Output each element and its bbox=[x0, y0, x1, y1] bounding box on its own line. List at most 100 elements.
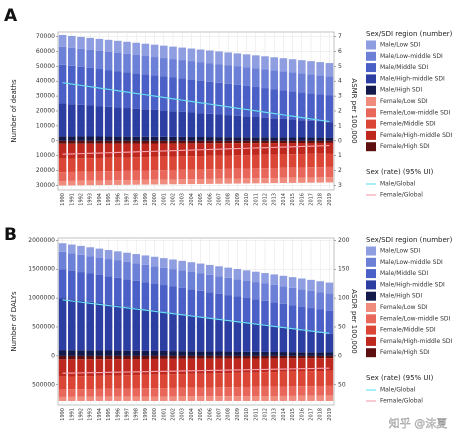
bar-segment bbox=[325, 153, 334, 167]
bar-segment bbox=[160, 374, 168, 389]
legend-swatch bbox=[366, 119, 376, 129]
bar-segment bbox=[58, 243, 67, 252]
bar-segment bbox=[150, 358, 159, 375]
bar-segment bbox=[279, 137, 288, 141]
bar-segment bbox=[270, 167, 278, 178]
bar-segment bbox=[114, 388, 122, 397]
bar-segment bbox=[233, 372, 242, 388]
bar-segment bbox=[261, 372, 269, 387]
bar-segment bbox=[86, 171, 94, 181]
bar-segment bbox=[288, 177, 297, 183]
legend-label: Male/Low-middle SDI bbox=[380, 53, 443, 60]
bar-segment bbox=[169, 179, 177, 185]
bar-segment bbox=[123, 355, 131, 360]
bar-segment bbox=[150, 57, 159, 76]
bar-segment bbox=[206, 81, 214, 114]
bar-segment bbox=[316, 355, 324, 359]
bar-segment bbox=[178, 60, 186, 79]
bar-segment bbox=[104, 304, 113, 351]
bar-segment bbox=[150, 266, 159, 284]
bar-segment bbox=[150, 156, 159, 171]
x-tick-label: 1995 bbox=[106, 408, 112, 421]
bar-segment bbox=[169, 286, 177, 313]
bar-segment bbox=[261, 56, 269, 70]
bar-segment bbox=[298, 177, 306, 183]
bar-segment bbox=[95, 106, 104, 137]
bar-segment bbox=[141, 43, 150, 57]
bar-segment bbox=[279, 167, 288, 178]
y-axis-title: Number of deaths bbox=[10, 79, 18, 143]
legend-swatch bbox=[366, 348, 376, 358]
bar-segment bbox=[123, 41, 131, 55]
bar-segment bbox=[316, 309, 324, 333]
bar-segment bbox=[77, 355, 85, 360]
bar-segment bbox=[68, 65, 76, 105]
bar-segment bbox=[316, 371, 324, 387]
y-tick-label: 70000 bbox=[36, 33, 55, 40]
bar-segment bbox=[77, 48, 85, 67]
bar-segment bbox=[288, 395, 297, 401]
x-tick-label: 2006 bbox=[207, 408, 213, 421]
bar-segment bbox=[95, 359, 104, 376]
bar-segment bbox=[58, 103, 67, 137]
bar-segment bbox=[196, 156, 205, 170]
bar-segment bbox=[215, 387, 223, 397]
bar-segment bbox=[215, 64, 223, 83]
bar-segment bbox=[325, 63, 334, 77]
y-tick-label: 10000 bbox=[36, 152, 55, 159]
bar-segment bbox=[58, 269, 67, 299]
bar-segment bbox=[233, 66, 242, 85]
plot-background bbox=[57, 237, 335, 406]
x-tick-label: 2006 bbox=[207, 193, 213, 206]
bar-segment bbox=[123, 396, 131, 401]
bar-segment bbox=[261, 143, 269, 155]
bar-segment bbox=[298, 289, 306, 307]
bar-segment bbox=[104, 375, 113, 389]
bar-segment bbox=[279, 371, 288, 387]
bar-segment bbox=[233, 355, 242, 359]
y-tick-label: 30000 bbox=[36, 93, 55, 100]
bar-segment bbox=[160, 156, 168, 171]
bar-segment bbox=[196, 355, 205, 359]
bar-segment bbox=[95, 140, 104, 144]
y2-tick-label: 50 bbox=[338, 323, 346, 330]
bar-segment bbox=[261, 355, 269, 359]
bar-segment bbox=[270, 140, 278, 144]
bar-segment bbox=[187, 396, 196, 401]
bar-segment bbox=[86, 105, 94, 137]
bar-segment bbox=[288, 72, 297, 92]
bar-segment bbox=[141, 255, 150, 265]
bar-segment bbox=[325, 370, 334, 386]
bar-segment bbox=[215, 155, 223, 170]
bar-segment bbox=[169, 46, 177, 60]
bar-segment bbox=[206, 358, 214, 374]
bar-segment bbox=[242, 358, 251, 373]
legend-swatch bbox=[366, 336, 376, 346]
bar-segment bbox=[252, 358, 260, 373]
bar-segment bbox=[261, 300, 269, 326]
bar-segment bbox=[123, 375, 131, 389]
bar-segment bbox=[178, 358, 186, 375]
bar-segment bbox=[150, 256, 159, 267]
bar-segment bbox=[86, 301, 94, 351]
y2-tick-label: 200 bbox=[338, 237, 350, 244]
x-tick-label: 1991 bbox=[69, 193, 75, 206]
bar-segment bbox=[224, 155, 232, 169]
bar-segment bbox=[325, 166, 334, 178]
legend-swatch bbox=[366, 130, 376, 140]
bar-segment bbox=[169, 169, 177, 180]
y2-tick-label: 3 bbox=[338, 93, 342, 100]
legend-label: Male/High SDI bbox=[380, 293, 422, 300]
x-tick-label: 2016 bbox=[299, 193, 305, 206]
bar-segment bbox=[316, 352, 324, 356]
legend-swatch bbox=[366, 269, 376, 279]
bar-segment bbox=[215, 140, 223, 144]
x-tick-label: 1993 bbox=[88, 408, 94, 421]
y2-axis-title: ASMR per 100,000 bbox=[350, 78, 358, 143]
bar-segment bbox=[95, 350, 104, 356]
bar-segment bbox=[261, 386, 269, 397]
bar-segment bbox=[233, 387, 242, 397]
y2-tick-label: 150 bbox=[338, 266, 350, 273]
bar-segment bbox=[187, 156, 196, 170]
bar-segment bbox=[123, 157, 131, 171]
